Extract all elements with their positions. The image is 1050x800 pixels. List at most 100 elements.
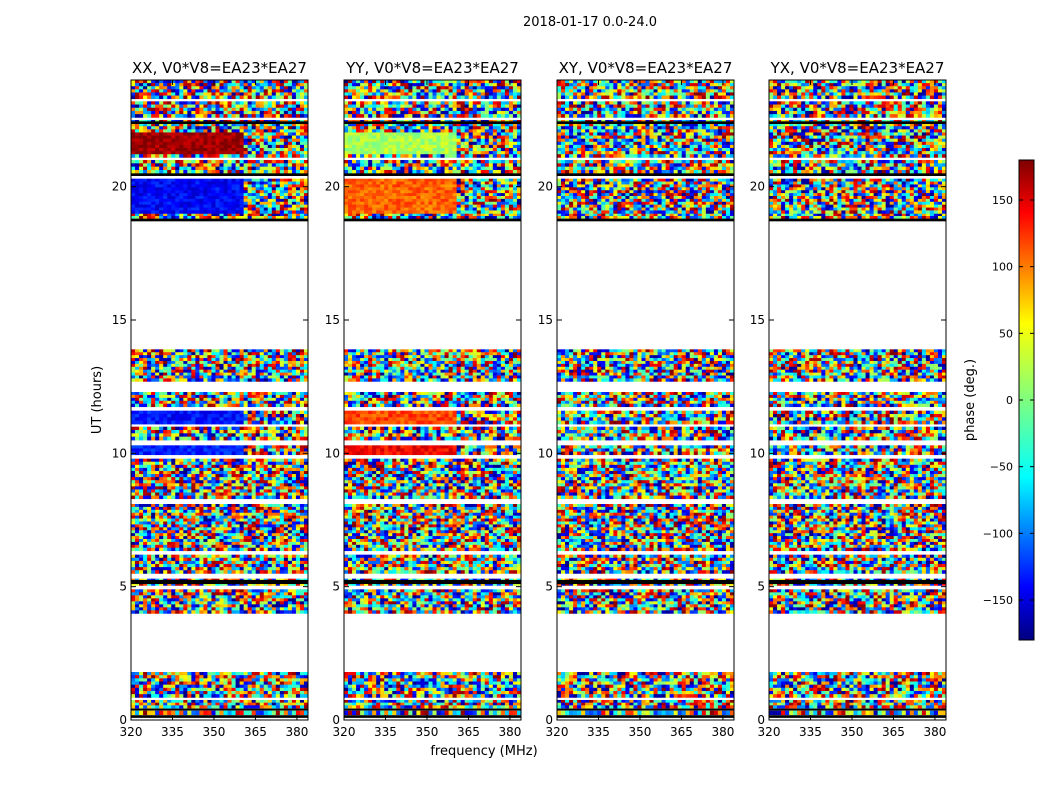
heatmap-cell	[191, 477, 195, 480]
heatmap-cell	[272, 462, 276, 465]
heatmap-cell	[215, 685, 219, 689]
heatmap-cell	[280, 471, 284, 474]
heatmap-cell	[191, 504, 195, 507]
heatmap-cell	[240, 530, 244, 533]
heatmap-cell	[300, 468, 304, 471]
heatmap-cell	[211, 545, 215, 548]
heatmap-cell	[224, 513, 228, 516]
heatmap-cell	[199, 595, 203, 598]
heatmap-cell	[260, 530, 264, 533]
heatmap-cell	[195, 682, 199, 686]
heatmap-cell	[272, 530, 276, 533]
heatmap-cell	[207, 539, 211, 542]
heatmap-cell	[143, 700, 147, 703]
heatmap-cell	[183, 595, 187, 598]
heatmap-cell	[260, 604, 264, 607]
heatmap-cell	[147, 459, 151, 462]
heatmap-cell	[240, 610, 244, 613]
heatmap-cell	[143, 548, 147, 551]
heatmap-cell	[300, 711, 304, 715]
heatmap-cell	[151, 513, 155, 516]
heatmap-cell	[203, 513, 207, 516]
heatmap-cell	[139, 675, 143, 679]
heatmap-cell	[284, 474, 288, 477]
heatmap-cell	[296, 555, 300, 559]
heatmap-cell	[224, 468, 228, 471]
heatmap-cell	[232, 536, 236, 539]
heatmap-cell	[155, 536, 159, 539]
heatmap-cell	[147, 533, 151, 536]
heatmap-cell	[268, 474, 272, 477]
heatmap-cell	[143, 459, 147, 462]
heatmap-cell	[143, 513, 147, 516]
heatmap-cell	[220, 691, 224, 695]
heatmap-cell	[228, 672, 232, 676]
heatmap-cell	[131, 513, 135, 516]
heatmap-cell	[175, 539, 179, 542]
heatmap-cell	[288, 539, 292, 542]
heatmap-cell	[183, 682, 187, 686]
heatmap-cell	[159, 522, 163, 525]
heatmap-cell	[220, 694, 224, 698]
heatmap-cell	[139, 678, 143, 682]
heatmap-cell	[215, 711, 219, 715]
heatmap-cell	[187, 682, 191, 686]
heatmap-cell	[264, 539, 268, 542]
heatmap-cell	[224, 539, 228, 542]
heatmap-cell	[179, 504, 183, 507]
heatmap-cell	[175, 678, 179, 682]
heatmap-cell	[215, 555, 219, 559]
heatmap-cell	[240, 545, 244, 548]
heatmap-cell	[224, 477, 228, 480]
heatmap-cell	[203, 694, 207, 698]
heatmap-cell	[215, 691, 219, 695]
heatmap-cell	[159, 675, 163, 679]
heatmap-cell	[155, 459, 159, 462]
heatmap-cell	[131, 510, 135, 513]
heatmap-cell	[159, 589, 163, 592]
heatmap-cell	[236, 519, 240, 522]
heatmap-cell	[151, 516, 155, 519]
heatmap-cell	[215, 510, 219, 513]
heatmap-cell	[155, 468, 159, 471]
heatmap-cell	[256, 567, 260, 571]
heatmap-cell	[191, 459, 195, 462]
heatmap-cell	[211, 595, 215, 598]
heatmap-cell	[224, 459, 228, 462]
heatmap-cell	[187, 522, 191, 525]
heatmap-cell	[151, 527, 155, 530]
heatmap-cell	[236, 685, 240, 689]
heatmap-cell	[179, 601, 183, 604]
heatmap-cell	[195, 542, 199, 545]
heatmap-cell	[171, 527, 175, 530]
heatmap-cell	[187, 672, 191, 676]
heatmap-cell	[131, 465, 135, 468]
heatmap-cell	[276, 513, 280, 516]
heatmap-cell	[228, 678, 232, 682]
heatmap-cell	[131, 601, 135, 604]
heatmap-cell	[155, 592, 159, 595]
heatmap-cell	[296, 672, 300, 676]
heatmap-cell	[284, 703, 288, 706]
heatmap-cell	[224, 561, 228, 565]
heatmap-cell	[143, 672, 147, 676]
heatmap-cell	[171, 700, 175, 703]
heatmap-cell	[183, 691, 187, 695]
heatmap-cell	[175, 598, 179, 601]
heatmap-cell	[252, 527, 256, 530]
heatmap-cell	[276, 530, 280, 533]
heatmap-cell	[171, 703, 175, 706]
heatmap-cell	[203, 548, 207, 551]
heatmap-cell	[256, 703, 260, 706]
heatmap-cell	[187, 524, 191, 527]
heatmap-cell	[175, 471, 179, 474]
heatmap-cell	[143, 558, 147, 562]
heatmap-cell	[292, 675, 296, 679]
heatmap-cell	[224, 711, 228, 715]
heatmap-cell	[171, 685, 175, 689]
heatmap-cell	[252, 564, 256, 568]
heatmap-cell	[260, 471, 264, 474]
heatmap-cell	[252, 700, 256, 703]
heatmap-cell	[292, 527, 296, 530]
heatmap-cell	[159, 711, 163, 715]
